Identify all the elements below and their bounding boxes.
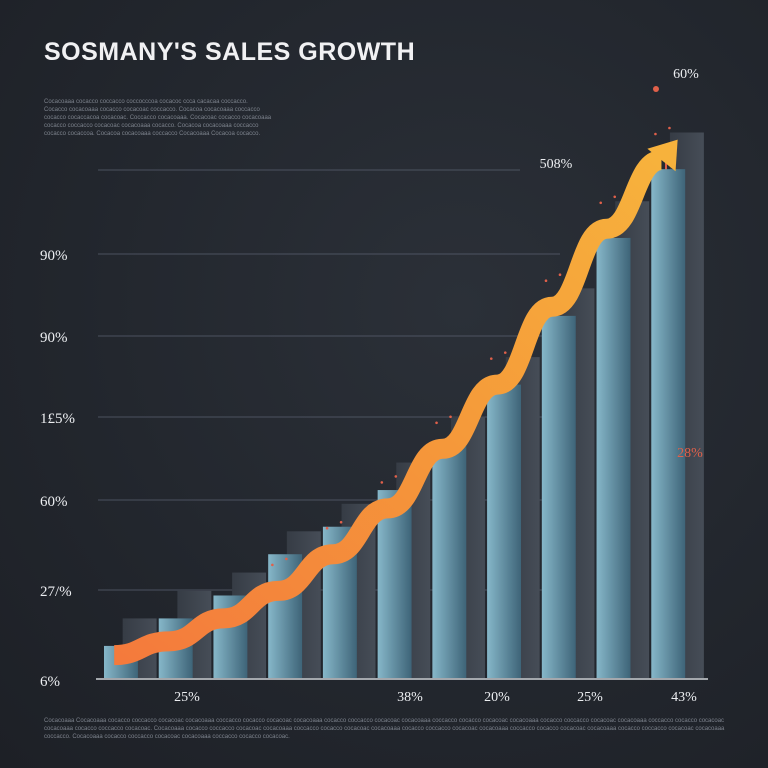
annotation-label: 508% (540, 157, 573, 172)
trail-dot (325, 526, 329, 530)
x-tick-label: 25% (577, 690, 603, 705)
bar-front (377, 490, 412, 678)
y-tick-label: 90% (40, 330, 68, 346)
trail-dot (449, 415, 452, 419)
bar-front (651, 169, 686, 678)
x-tick-label: 43% (671, 690, 697, 705)
x-tick-label: 25% (174, 690, 200, 705)
description-text: Cocacoaaa cocacco coccacco coccocccoa co… (44, 99, 272, 137)
trail-dot (558, 273, 562, 276)
y-tick-label: 1£5% (40, 411, 75, 427)
trail-dot (380, 481, 384, 484)
footnote-text: Cocacoaaa Cocacoaaa cocacco coccacco coc… (44, 718, 727, 740)
bar-front (596, 237, 631, 678)
chart-title: SOSMANY'S SALES GROWTH (44, 38, 416, 66)
trail-dot (394, 475, 398, 478)
annotation-label: 60% (673, 67, 699, 82)
trail-dot (613, 195, 617, 199)
trail-dot (653, 86, 659, 92)
y-tick-label: 27/% (40, 584, 72, 600)
trail-dot (599, 201, 603, 205)
trail-dot (271, 563, 274, 567)
x-tick-label: 20% (484, 690, 510, 705)
trail-dot (544, 279, 548, 282)
annotation-label: 28% (677, 446, 703, 461)
bar-front (541, 315, 576, 678)
trail-dot (654, 132, 657, 136)
x-tick-label: 38% (397, 690, 423, 705)
trail-dot (489, 357, 493, 360)
trail-dot (339, 520, 343, 524)
trail-dot (435, 421, 438, 425)
trail-dot (503, 351, 507, 354)
bar-front (487, 384, 522, 678)
bar-front (432, 444, 467, 678)
y-tick-label: 90% (40, 248, 68, 264)
growth-arrow-head (647, 139, 678, 172)
trail-dot (285, 557, 288, 561)
trail-dot (668, 126, 671, 130)
growth-arrow-line (113, 150, 664, 666)
y-tick-label: 60% (40, 494, 68, 510)
y-tick-label: 6% (40, 674, 60, 690)
